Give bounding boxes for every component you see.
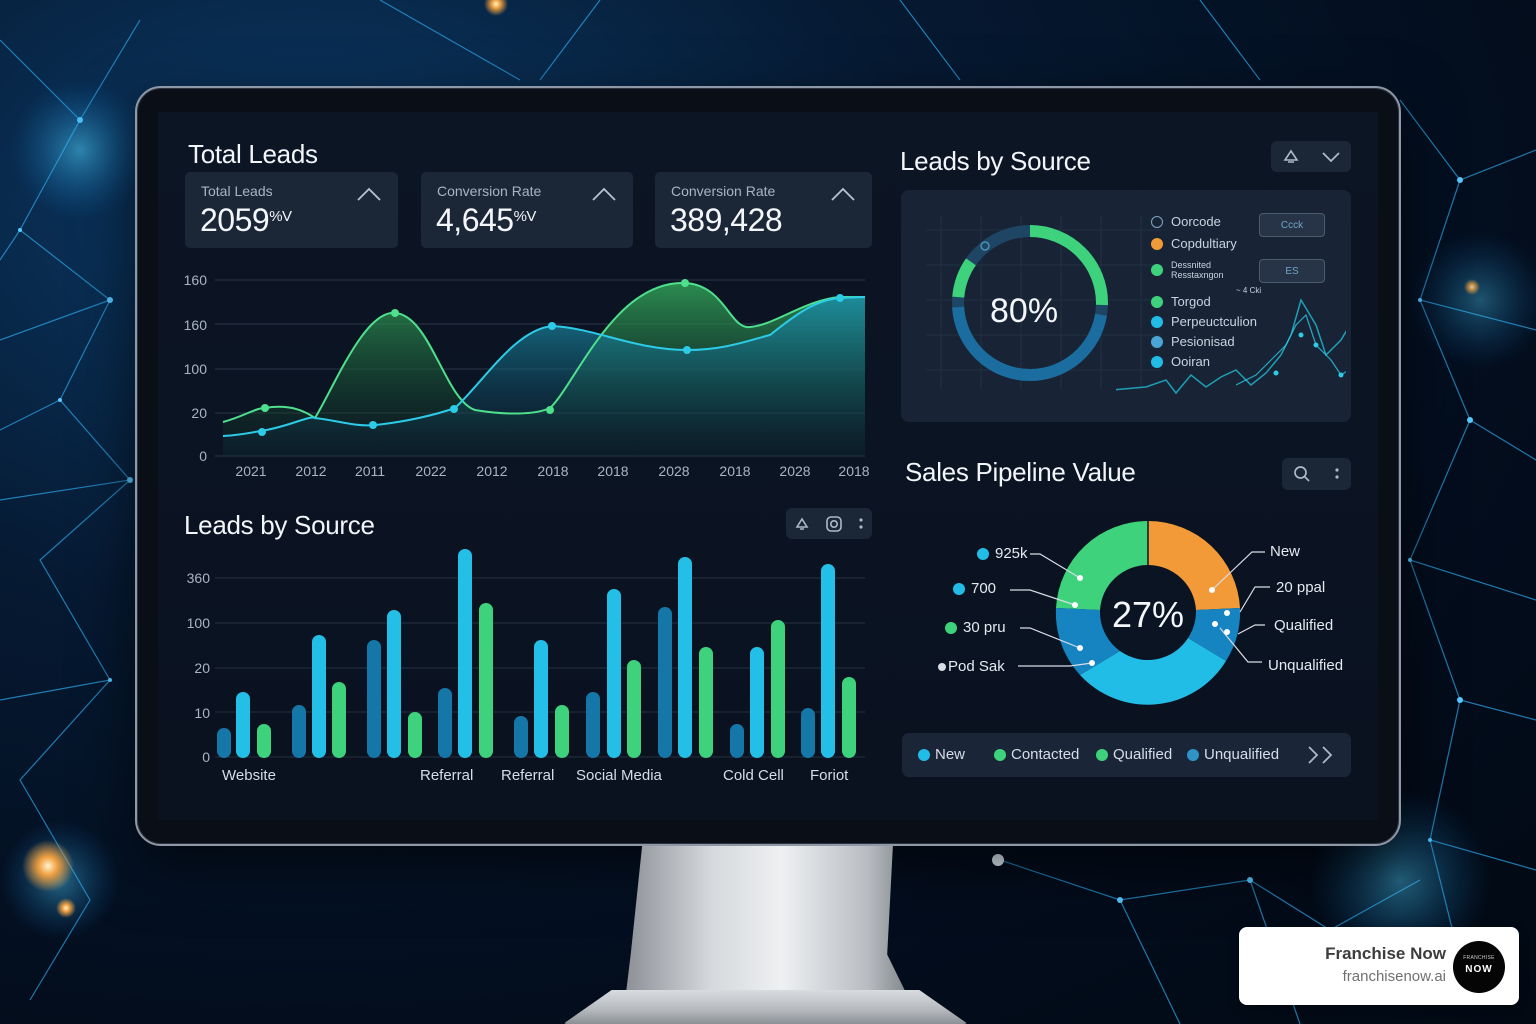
leads-by-source-bar-title: Leads by Source xyxy=(184,510,375,540)
pipeline-label-right: New xyxy=(1270,543,1301,560)
y-tick: 10 xyxy=(194,705,210,721)
x-tick: 2018 xyxy=(597,463,629,479)
bell-icon[interactable] xyxy=(794,516,810,531)
brand-url[interactable]: franchisenow.ai xyxy=(1342,968,1446,985)
kpi-card-total-leads[interactable]: Total Leads 2059%V xyxy=(185,172,398,248)
kpi-label: Conversion Rate xyxy=(437,183,542,199)
leads-by-source-bar-chart xyxy=(215,549,865,758)
sales-pipeline-title: Sales Pipeline Value xyxy=(905,457,1136,487)
x-label-foriot: Foriot xyxy=(810,767,849,784)
x-tick: 2018 xyxy=(838,463,870,479)
x-tick: 2018 xyxy=(537,463,569,479)
y-tick: 160 xyxy=(183,317,207,333)
more-vert-icon[interactable] xyxy=(858,516,864,532)
leads-by-source-donut-title: Leads by Source xyxy=(900,146,1091,176)
logo-text-top: FRANCHISE xyxy=(1463,955,1495,961)
pipeline-legend-bar: New Contacted Qualified Unqualified xyxy=(902,733,1351,777)
brand-badge[interactable]: Franchise Now franchisenow.ai FRANCHISE … xyxy=(1239,927,1519,1005)
chevron-up-icon[interactable] xyxy=(830,186,856,202)
legend-item: Dessnited Resstaxngon xyxy=(1151,260,1224,280)
x-label-website: Website xyxy=(222,767,276,784)
pipeline-label-left: Pod Sak xyxy=(938,658,1005,675)
double-chevron-right-icon[interactable] xyxy=(1306,745,1336,765)
donut-center-value: 80% xyxy=(990,292,1059,330)
x-tick: 2028 xyxy=(658,463,690,479)
kpi-value: 389,428 xyxy=(670,202,783,238)
more-vert-icon[interactable] xyxy=(1334,466,1340,482)
x-label-cold-cell: Cold Cell xyxy=(723,767,784,784)
brand-name: Franchise Now xyxy=(1325,944,1446,963)
total-leads-title: Total Leads xyxy=(188,139,318,169)
y-tick: 20 xyxy=(194,660,210,676)
monitor-base xyxy=(563,990,968,1024)
brand-logo: FRANCHISE NOW xyxy=(1453,941,1505,993)
x-tick: 2018 xyxy=(719,463,751,479)
pipeline-label-left: 925k xyxy=(977,545,1028,562)
x-tick: 2022 xyxy=(415,463,447,479)
mini-note: ~ 4 Cki xyxy=(1236,286,1262,295)
search-icon[interactable] xyxy=(1293,465,1311,483)
pipeline-label-right: Qualified xyxy=(1274,617,1334,634)
legend-item-contacted[interactable]: Contacted xyxy=(994,746,1079,763)
y-tick: 100 xyxy=(183,361,207,377)
chevron-up-icon[interactable] xyxy=(356,186,382,202)
x-label-social-media: Social Media xyxy=(576,767,662,784)
pipeline-label-left: 700 xyxy=(953,580,996,597)
pipeline-label-right: 20 ppal xyxy=(1276,579,1326,596)
logo-text-bottom: NOW xyxy=(1465,964,1493,975)
donut-toolbar xyxy=(1271,141,1351,172)
y-tick: 0 xyxy=(199,448,207,464)
y-tick: 160 xyxy=(183,272,207,288)
legend-item: Pesionisad xyxy=(1151,334,1235,349)
x-label-referral: Referral xyxy=(420,767,474,784)
mini-sparkline xyxy=(1116,298,1346,395)
kpi-card-conversion-rate[interactable]: Conversion Rate 4,645%V xyxy=(421,172,633,248)
x-tick: 2012 xyxy=(476,463,508,479)
x-label-referral-2: Referral xyxy=(501,767,555,784)
kpi-value: 4,645%V xyxy=(436,202,536,238)
monitor-stand xyxy=(625,846,910,1001)
y-tick: 100 xyxy=(186,615,210,631)
chevron-down-icon[interactable] xyxy=(1321,151,1341,163)
legend-item: Perpeuctculion xyxy=(1151,314,1257,329)
mini-filter-box[interactable]: ES xyxy=(1259,259,1325,283)
leads-by-source-donut-panel: 80% Oorcode Copdultiary Dessnited Resstax… xyxy=(901,190,1351,422)
legend-item-qualified[interactable]: Qualified xyxy=(1096,746,1172,763)
legend-item: Oorcode xyxy=(1151,214,1221,229)
pipeline-label-left: 30 pru xyxy=(945,619,1006,636)
pipeline-label-right: Unqualified xyxy=(1268,657,1344,674)
sales-pipeline-donut xyxy=(1010,520,1270,705)
bell-icon[interactable] xyxy=(1282,149,1300,165)
legend-item: Ooiran xyxy=(1151,354,1210,369)
y-tick: 360 xyxy=(186,570,210,586)
pipeline-center-value: 27% xyxy=(1112,594,1185,635)
x-tick: 2011 xyxy=(354,463,386,479)
legend-item: Copdultiary xyxy=(1151,236,1237,251)
legend-item-new[interactable]: New xyxy=(918,746,965,763)
kpi-label: Total Leads xyxy=(201,183,273,199)
y-tick: 0 xyxy=(202,749,210,765)
legend-item-unqualified[interactable]: Unqualified xyxy=(1187,746,1279,763)
legend-item: Torgod xyxy=(1151,294,1211,309)
chevron-up-icon[interactable] xyxy=(591,186,617,202)
kpi-card-conversion-rate-2[interactable]: Conversion Rate 389,428 xyxy=(655,172,872,248)
leads-donut-chart xyxy=(952,225,1108,381)
pipeline-toolbar xyxy=(1282,458,1351,490)
y-tick: 20 xyxy=(191,405,207,421)
kpi-value: 2059%V xyxy=(200,202,292,238)
x-tick: 2021 xyxy=(235,463,267,479)
bar-chart-toolbar xyxy=(786,508,872,539)
total-leads-area-chart xyxy=(215,279,866,457)
kpi-label: Conversion Rate xyxy=(671,183,776,199)
mini-filter-box[interactable]: Ccck xyxy=(1259,213,1325,237)
camera-icon[interactable] xyxy=(825,515,843,533)
x-tick: 2028 xyxy=(779,463,811,479)
x-tick: 2012 xyxy=(295,463,327,479)
